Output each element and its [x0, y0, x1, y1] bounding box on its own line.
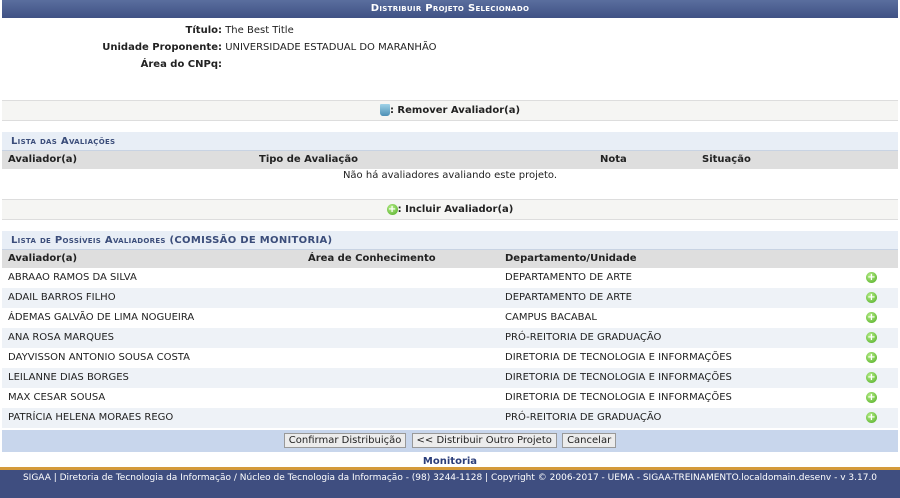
include-avaliador-icon[interactable]: + [866, 332, 877, 343]
avaliador-name: ABRAAO RAMOS DA SILVA [8, 272, 137, 283]
include-avaliador-icon[interactable]: + [866, 392, 877, 403]
table-row: DAYVISSON ANTONIO SOUSA COSTA DIRETORIA … [2, 348, 898, 368]
table-row: ÁDEMAS GALVÃO DE LIMA NOGUEIRA CAMPUS BA… [2, 308, 898, 328]
departamento: DEPARTAMENTO DE ARTE [505, 272, 632, 283]
footer: SIGAA | Diretoria de Tecnologia da Infor… [0, 467, 900, 498]
table-row: MAX CESAR SOUSA DIRETORIA DE TECNOLOGIA … [2, 388, 898, 408]
avaliador-name: PATRÍCIA HELENA MORAES REGO [8, 412, 174, 423]
include-avaliador-icon[interactable]: + [866, 272, 877, 283]
project-info: Título: The Best Title Unidade Proponent… [2, 18, 898, 100]
table-row: ANA ROSA MARQUES PRÓ-REITORIA DE GRADUAÇ… [2, 328, 898, 348]
button-bar: Confirmar Distribuição << Distribuir Out… [2, 430, 898, 452]
departamento: DIRETORIA DE TECNOLOGIA E INFORMAÇÕES [505, 372, 732, 383]
trash-icon [379, 104, 390, 116]
departamento: PRÓ-REITORIA DE GRADUAÇÃO [505, 332, 662, 343]
remove-legend: : Remover Avaliador(a) [2, 100, 898, 121]
include-avaliador-icon[interactable]: + [866, 292, 877, 303]
avaliador-name: ANA ROSA MARQUES [8, 332, 114, 343]
departamento: DEPARTAMENTO DE ARTE [505, 292, 632, 303]
table-row: PATRÍCIA HELENA MORAES REGO PRÓ-REITORIA… [2, 408, 898, 428]
departamento: DIRETORIA DE TECNOLOGIA E INFORMAÇÕES [505, 352, 732, 363]
distribute-other-button[interactable]: << Distribuir Outro Projeto [411, 433, 557, 448]
module-link[interactable]: Monitoria [422, 456, 478, 467]
avaliador-name: LEILANNE DIAS BORGES [8, 372, 129, 383]
possiveis-header: Avaliador(a) Área de Conhecimento Depart… [2, 250, 898, 268]
include-legend: +: Incluir Avaliador(a) [2, 199, 898, 220]
include-avaliador-icon[interactable]: + [866, 312, 877, 323]
info-row-area: Área do CNPq: [140, 59, 222, 70]
info-row-unidade: Unidade Proponente: UNIVERSIDADE ESTADUA… [102, 42, 437, 53]
info-row-titulo: Título: The Best Title [185, 25, 294, 36]
departamento: PRÓ-REITORIA DE GRADUAÇÃO [505, 412, 662, 423]
possiveis-caption: Lista de Possíveis Avaliadores (COMISSÃO… [2, 231, 898, 250]
empty-message: Não há avaliadores avaliando este projet… [342, 170, 558, 181]
table-row: ADAIL BARROS FILHO DEPARTAMENTO DE ARTE … [2, 288, 898, 308]
departamento: CAMPUS BACABAL [505, 312, 597, 323]
cancel-button[interactable]: Cancelar [562, 433, 617, 448]
departamento: DIRETORIA DE TECNOLOGIA E INFORMAÇÕES [505, 392, 732, 403]
page-title: Distribuir Projeto Selecionado [2, 0, 898, 18]
avaliador-name: ADAIL BARROS FILHO [8, 292, 116, 303]
confirm-button[interactable]: Confirmar Distribuição [283, 433, 407, 448]
table-row: LEILANNE DIAS BORGES DIRETORIA DE TECNOL… [2, 368, 898, 388]
possiveis-list: ABRAAO RAMOS DA SILVA DEPARTAMENTO DE AR… [2, 268, 898, 428]
add-icon: + [386, 203, 398, 215]
avaliacoes-caption: Lista das Avaliações [2, 132, 898, 151]
include-avaliador-icon[interactable]: + [866, 412, 877, 423]
avaliacoes-header: Avaliador(a) Tipo de Avaliação Nota Situ… [2, 151, 898, 169]
include-avaliador-icon[interactable]: + [866, 352, 877, 363]
avaliador-name: DAYVISSON ANTONIO SOUSA COSTA [8, 352, 190, 363]
avaliador-name: ÁDEMAS GALVÃO DE LIMA NOGUEIRA [8, 312, 195, 323]
table-row: ABRAAO RAMOS DA SILVA DEPARTAMENTO DE AR… [2, 268, 898, 288]
avaliador-name: MAX CESAR SOUSA [8, 392, 106, 403]
include-avaliador-icon[interactable]: + [866, 372, 877, 383]
